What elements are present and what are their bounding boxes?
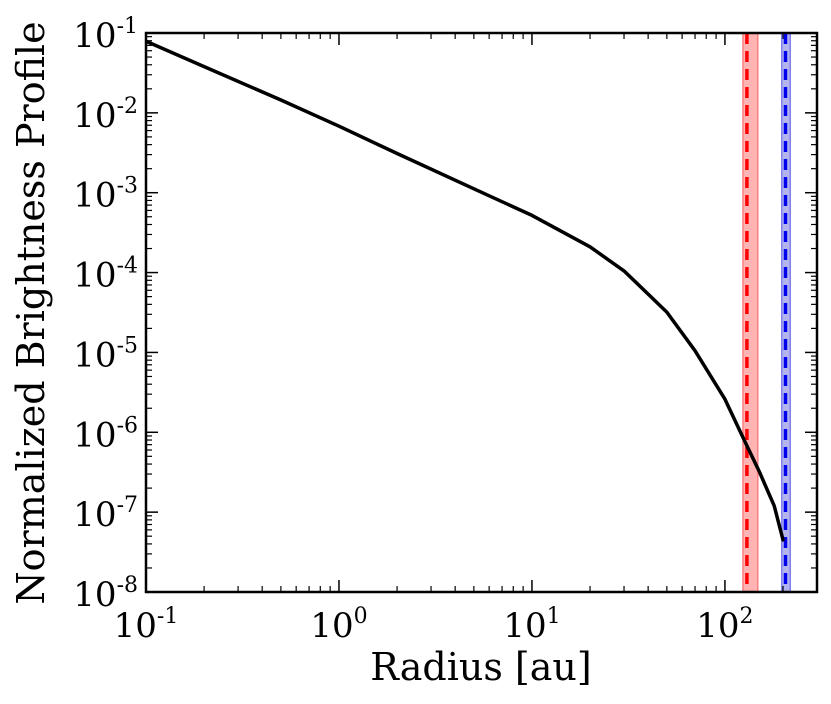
- tick-labels: 10-1 100 101 102 10-1 10-2 10-3 10-4 10-5 10-6 10-…: [73, 14, 753, 646]
- x-tick-label-3: 102: [696, 604, 753, 646]
- plot-frame: [144, 31, 819, 594]
- x-axis-title: Radius [au]: [370, 645, 591, 689]
- y-tick-label-0: 10-1: [73, 14, 138, 56]
- y-tick-label-4: 10-5: [73, 333, 138, 375]
- y-tick-label-2: 10-3: [73, 174, 138, 216]
- y-tick-label-1: 10-2: [73, 94, 138, 136]
- x-tick-label-1: 100: [310, 604, 367, 646]
- x-tick-label-0: 10-1: [114, 604, 179, 646]
- vertical-markers: [742, 33, 791, 592]
- series-group: [146, 39, 785, 542]
- y-tick-label-5: 10-6: [73, 413, 138, 455]
- y-tick-label-6: 10-7: [73, 493, 138, 535]
- y-tick-label-3: 10-4: [73, 254, 138, 296]
- y-tick-label-7: 10-8: [73, 573, 138, 615]
- plot-background: [146, 33, 817, 592]
- x-tick-label-2: 101: [503, 604, 560, 646]
- y-axis-title: Normalized Brightness Profile: [9, 21, 53, 604]
- series-line-0: [146, 39, 785, 542]
